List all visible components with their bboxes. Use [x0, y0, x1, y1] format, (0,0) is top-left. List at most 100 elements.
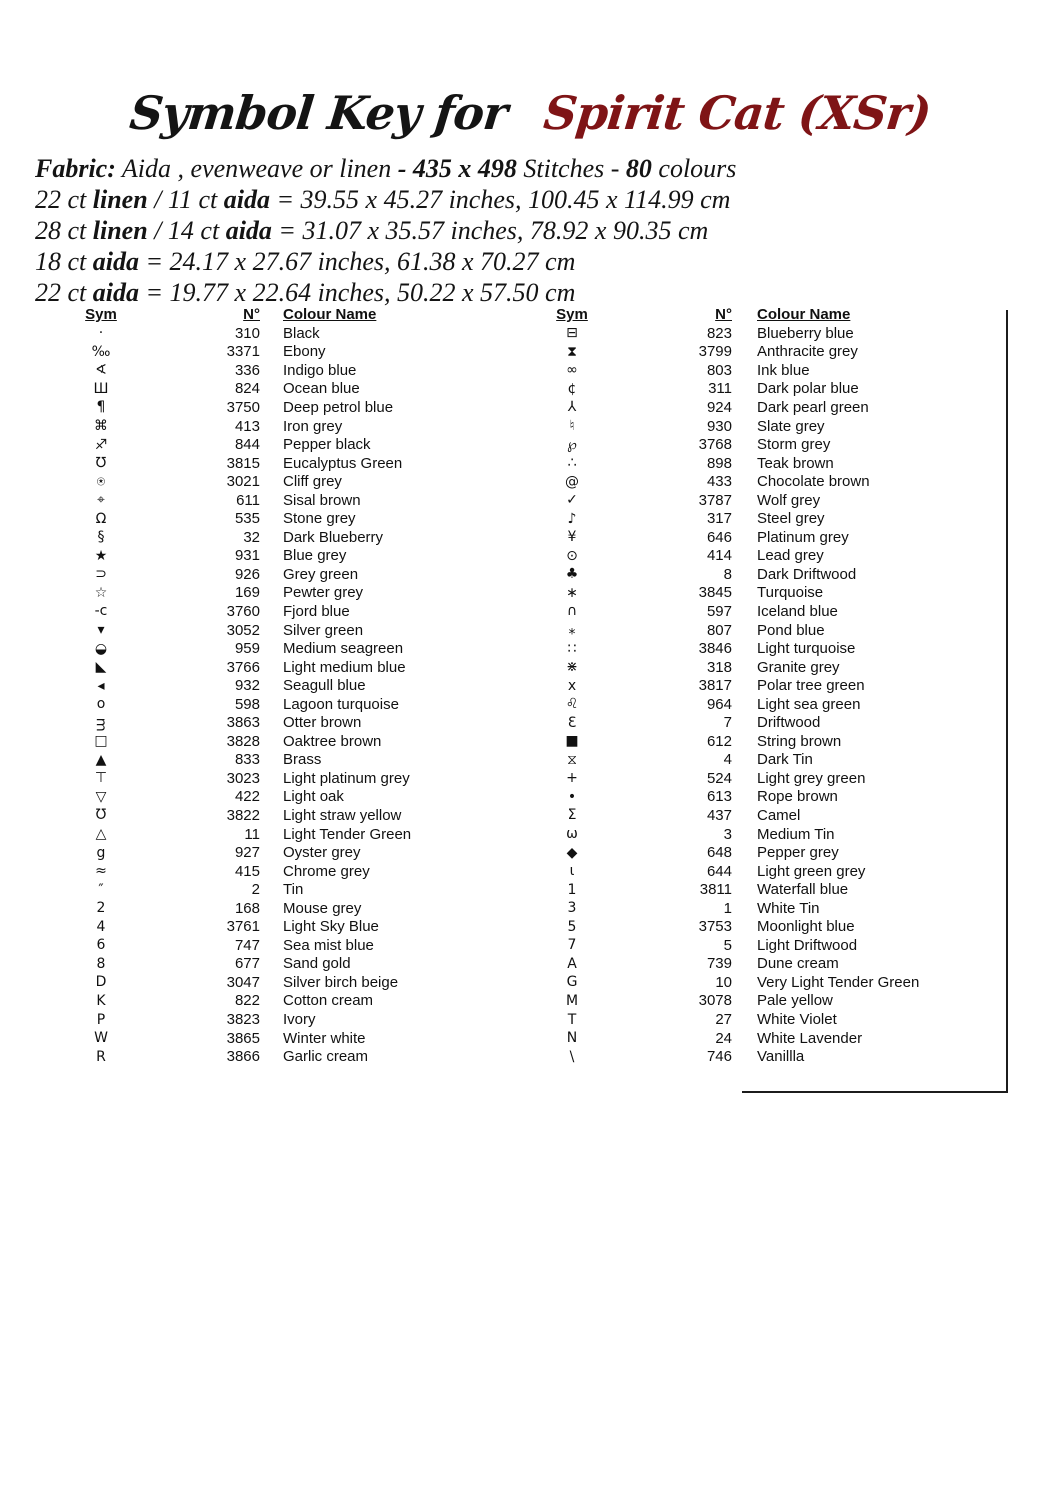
- symbol-glyph: ♐: [94, 436, 108, 453]
- colour-name: Platinum grey: [757, 528, 849, 546]
- symbol-key-row: 5 3753 Moonlight blue: [532, 918, 1007, 937]
- colour-name: Cliff grey: [283, 473, 342, 491]
- symbol-glyph: T: [567, 1011, 577, 1028]
- thread-number: 1: [723, 899, 732, 917]
- symbol-key-table-right: Sym N° Colour Name ⊟ 823 Blueberry blue …: [532, 305, 1007, 1066]
- colour-name: Moonlight blue: [757, 918, 855, 936]
- colour-name: Sea mist blue: [283, 936, 374, 954]
- colour-name: Pale yellow: [757, 992, 833, 1010]
- thread-number: 3: [723, 825, 732, 843]
- symbol-glyph: •: [567, 788, 577, 805]
- symbol-key-row: T 27 White Violet: [532, 1010, 1007, 1029]
- thread-number: 32: [243, 528, 260, 546]
- thread-number: 823: [706, 324, 732, 342]
- colour-name: Cotton cream: [283, 992, 374, 1010]
- symbol-key-row: P 3823 Ivory: [62, 1010, 492, 1029]
- symbol-glyph: ◣: [95, 659, 107, 676]
- column-header-colour-name: Colour Name: [283, 306, 377, 323]
- symbol-key-row: ♌ 964 Light sea green: [532, 695, 1007, 714]
- thread-number: 3828: [226, 732, 260, 750]
- thread-number: 3865: [226, 1029, 260, 1047]
- fabric-line: Fabric: Aida , evenweave or linen - 435 …: [35, 154, 737, 183]
- symbol-key-row: Ʊ 3822 Light straw yellow: [62, 806, 492, 825]
- thread-number: 3822: [226, 806, 260, 824]
- symbol-key-row: ⌘ 413 Iron grey: [62, 417, 492, 436]
- colour-name: Seagull blue: [283, 677, 366, 695]
- symbol-key-row: 3 1 White Tin: [532, 899, 1007, 918]
- thread-number: 677: [234, 955, 260, 973]
- colour-name: Anthracite grey: [757, 343, 858, 361]
- symbol-glyph: 5: [567, 918, 577, 935]
- symbol-glyph: W: [94, 1030, 108, 1047]
- symbol-key-row: ⅄ 924 Dark pearl green: [532, 398, 1007, 417]
- symbol-glyph: ⊙: [566, 547, 578, 564]
- colour-name: Deep petrol blue: [283, 398, 394, 416]
- symbol-glyph: ■: [565, 733, 579, 750]
- symbol-glyph: 8: [96, 955, 106, 972]
- symbol-glyph: ⧗: [567, 343, 577, 360]
- symbol-key-row: ⊃ 926 Grey green: [62, 565, 492, 584]
- symbol-glyph: ⊤: [94, 770, 108, 787]
- colour-name: Indigo blue: [283, 361, 357, 379]
- thread-number: 964: [706, 695, 732, 713]
- thread-number: 3078: [698, 992, 732, 1010]
- symbol-key-row: ★ 931 Blue grey: [62, 547, 492, 566]
- symbol-glyph: A: [567, 955, 577, 972]
- symbol-glyph: ≈: [95, 863, 107, 880]
- symbol-glyph: ¥: [567, 529, 577, 546]
- thread-number: 926: [234, 565, 260, 583]
- colour-name: Oyster grey: [283, 844, 361, 862]
- symbol-key-row: ■ 612 String brown: [532, 732, 1007, 751]
- symbol-glyph: ·: [98, 325, 104, 342]
- symbol-glyph: K: [96, 992, 106, 1009]
- symbol-key-row: x 3817 Polar tree green: [532, 676, 1007, 695]
- symbol-key-row: ⁎ 807 Pond blue: [532, 621, 1007, 640]
- symbol-glyph: D: [95, 974, 107, 991]
- thread-number: 613: [706, 788, 732, 806]
- thread-number: 433: [706, 473, 732, 491]
- fabric-line: 18 ct aida = 24.17 x 27.67 inches, 61.38…: [35, 247, 576, 276]
- table-header-row: Sym N° Colour Name: [532, 305, 1007, 324]
- symbol-glyph: ω: [566, 826, 578, 843]
- fabric-line: 22 ct aida = 19.77 x 22.64 inches, 50.22…: [35, 278, 576, 307]
- colour-name: Driftwood: [757, 714, 821, 732]
- symbol-glyph: N: [566, 1030, 578, 1047]
- thread-number: 24: [715, 1029, 732, 1047]
- colour-name: Medium seagreen: [283, 640, 404, 658]
- symbol-glyph: ♪: [567, 510, 577, 527]
- symbol-key-row: △ 11 Light Tender Green: [62, 825, 492, 844]
- thread-number: 3766: [226, 658, 260, 676]
- thread-number: 5: [723, 936, 732, 954]
- symbol-key-row: W 3865 Winter white: [62, 1029, 492, 1048]
- pattern-name: Spirit Cat (XSr): [540, 86, 933, 140]
- colour-name: Ivory: [283, 1011, 316, 1028]
- symbol-key-row: · 310 Black: [62, 324, 492, 343]
- symbol-glyph: 3: [567, 900, 577, 917]
- thread-number: 612: [706, 732, 732, 750]
- colour-name: Light Driftwood: [757, 936, 858, 954]
- symbol-glyph: ″: [98, 881, 104, 898]
- symbol-key-row: ≈ 415 Chrome grey: [62, 862, 492, 881]
- symbol-key-row: ⧗ 3799 Anthracite grey: [532, 343, 1007, 362]
- symbol-glyph: ⌘: [94, 418, 108, 434]
- colour-name: Winter white: [283, 1029, 366, 1047]
- fabric-info-block: Fabric: Aida , evenweave or linen - 435 …: [35, 153, 1025, 308]
- colour-name: Oaktree brown: [283, 732, 382, 750]
- symbol-glyph: M: [565, 992, 579, 1009]
- thread-number: 739: [706, 955, 732, 973]
- thread-number: 646: [706, 528, 732, 546]
- colour-name: Light Sky Blue: [283, 918, 379, 936]
- symbol-glyph: ◆: [566, 844, 578, 861]
- colour-name: Tin: [283, 881, 304, 899]
- symbol-glyph: Ш: [93, 380, 109, 397]
- symbol-glyph: g: [96, 844, 106, 861]
- symbol-glyph: +: [566, 770, 578, 787]
- symbol-key-row: Ɛ 7 Driftwood: [532, 713, 1007, 732]
- symbol-key-row: ⧖ 4 Dark Tin: [532, 751, 1007, 770]
- thread-number: 336: [234, 361, 260, 379]
- colour-name: Light turquoise: [757, 640, 856, 658]
- colour-name: White Violet: [757, 1011, 837, 1028]
- thread-number: 598: [234, 695, 260, 713]
- column-header-colour-name: Colour Name: [757, 306, 851, 323]
- thread-number: 168: [234, 899, 260, 917]
